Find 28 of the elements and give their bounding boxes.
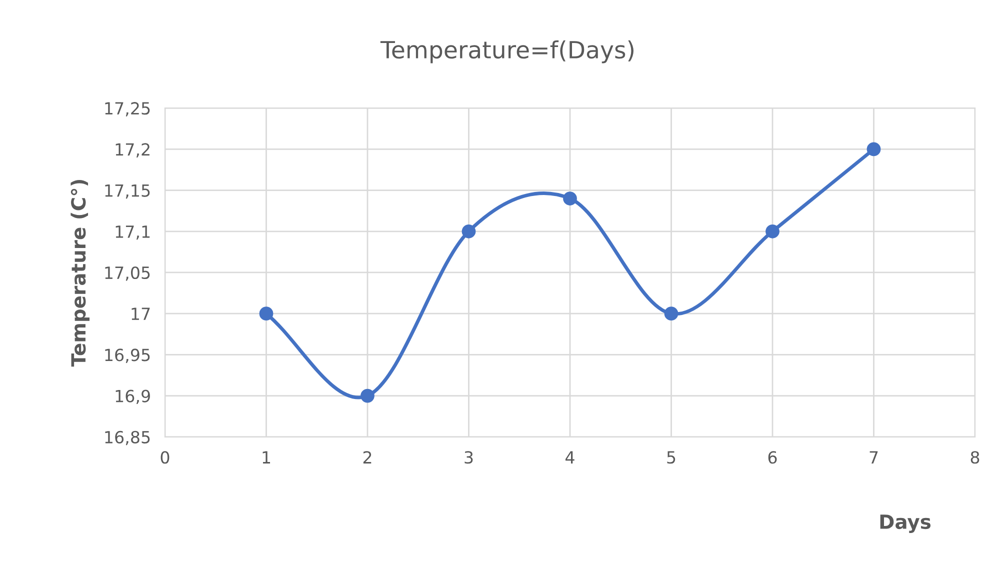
- x-tick-label: 4: [566, 451, 574, 464]
- y-tick-label: 17,05: [105, 266, 150, 281]
- x-tick-label: 0: [160, 451, 170, 464]
- y-tick-label: 17,1: [116, 226, 150, 240]
- x-tick-label: 6: [768, 451, 777, 464]
- x-tick-label: 2: [363, 451, 372, 464]
- x-tick-label: 5: [667, 451, 676, 464]
- y-tick-label: 17,15: [105, 184, 150, 199]
- y-tick-label: 17: [132, 308, 150, 320]
- x-tick-label: 8: [970, 451, 980, 464]
- point: [259, 306, 274, 321]
- point: [766, 224, 780, 238]
- point: [866, 142, 881, 156]
- y-tick-label: 16,95: [105, 348, 150, 363]
- y-axis-title: Temperature (C°): [70, 180, 90, 367]
- y-tick-label: 17,2: [116, 143, 150, 158]
- x-tick-label: 7: [870, 451, 878, 464]
- x-tick-label: 3: [464, 451, 473, 464]
- point: [563, 192, 577, 206]
- y-tick-label: 17,25: [105, 102, 150, 116]
- y-tick-label: 16,85: [105, 430, 150, 446]
- y-tick-label: 16,9: [116, 390, 150, 404]
- point: [360, 388, 374, 403]
- chart-title: Temperature=f(Days): [380, 40, 634, 64]
- point: [664, 306, 678, 321]
- x-axis-title: Days: [880, 514, 931, 533]
- x-tick-label: 1: [262, 451, 270, 464]
- point: [462, 224, 476, 238]
